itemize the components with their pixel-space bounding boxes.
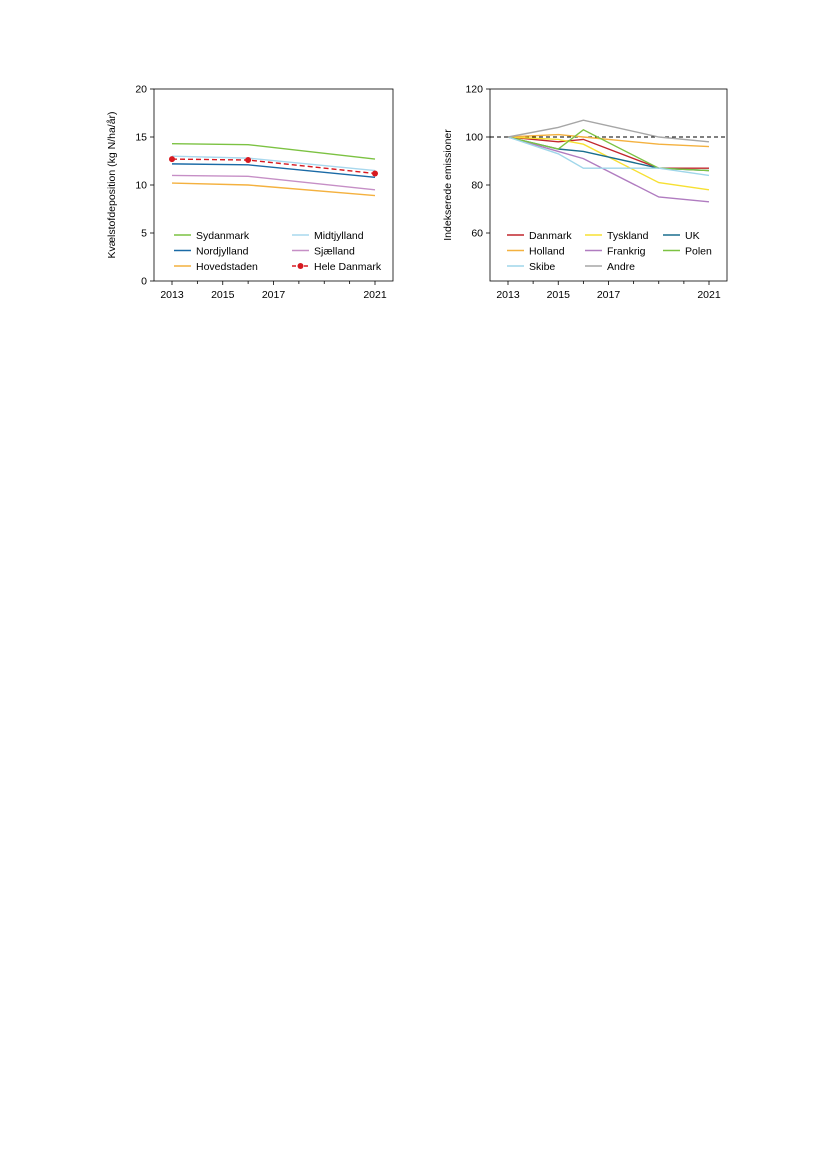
x-tick-label: 2013: [160, 289, 184, 301]
y-tick-label: 60: [471, 228, 483, 240]
legend-label: Tyskland: [607, 230, 649, 242]
x-tick-label: 2021: [697, 289, 721, 301]
x-tick-label: 2015: [211, 289, 235, 301]
legend-label: Nordjylland: [196, 245, 249, 257]
series-line-2: [171, 163, 376, 179]
x-tick-label: 2013: [496, 289, 520, 301]
legend-label: UK: [685, 230, 700, 242]
y-tick-label: 10: [135, 180, 147, 192]
y-tick-label: 5: [141, 228, 147, 240]
y-axis-label: Indekserede emissioner: [442, 129, 454, 241]
legend-label: Hele Danmark: [314, 261, 382, 273]
y-tick-label: 20: [135, 84, 147, 96]
legend-label: Sjælland: [314, 245, 355, 257]
x-tick-label: 2015: [547, 289, 571, 301]
y-tick-label: 80: [471, 180, 483, 192]
legend-label: Frankrig: [607, 245, 646, 257]
data-point-marker: [245, 157, 252, 164]
legend-label: Holland: [529, 245, 565, 257]
series-line-0: [171, 143, 376, 160]
series-line-1: [171, 155, 376, 172]
series-line-6: [507, 136, 710, 177]
chart-left: 0 5 10 15 20 2013 2015 2017 2021 Kvælstofdepositi…: [106, 84, 394, 301]
series-line-0: [507, 136, 709, 169]
y-tick-label: 120: [465, 84, 483, 96]
y-axis-label: Kvælstofdeposition (kg N/ha/år): [106, 111, 118, 258]
chart-right: 60 80 100 120 2013 2015 2017 2021 Indekserede em…: [442, 84, 728, 301]
series-line-1: [507, 136, 710, 191]
legend-label: Midtjylland: [314, 230, 364, 242]
data-point-marker: [372, 170, 378, 177]
plot-frame: [153, 88, 394, 282]
x-tick-label: 2017: [262, 289, 286, 301]
y-tick-label: 0: [141, 276, 147, 288]
legend-label: Sydanmark: [196, 230, 250, 242]
y-tick-label: 100: [465, 132, 483, 144]
legend-marker: [297, 263, 304, 269]
series-line-3: [507, 133, 710, 148]
series-line-5: [507, 128, 710, 172]
series-line-4: [507, 136, 710, 203]
series-line-3: [171, 174, 376, 191]
x-tick-label: 2017: [597, 289, 621, 301]
y-tick-label: 15: [135, 132, 147, 144]
series-line-7: [507, 119, 710, 143]
legend-label: Hovedstaden: [196, 261, 258, 273]
legend-label: Skibe: [529, 261, 555, 273]
series-line-4: [171, 182, 376, 197]
legend-label: Danmark: [529, 230, 572, 242]
x-tick-label: 2021: [363, 289, 387, 301]
data-point-marker: [169, 156, 175, 163]
legend-label: Polen: [685, 245, 712, 257]
legend-label: Andre: [607, 261, 635, 273]
